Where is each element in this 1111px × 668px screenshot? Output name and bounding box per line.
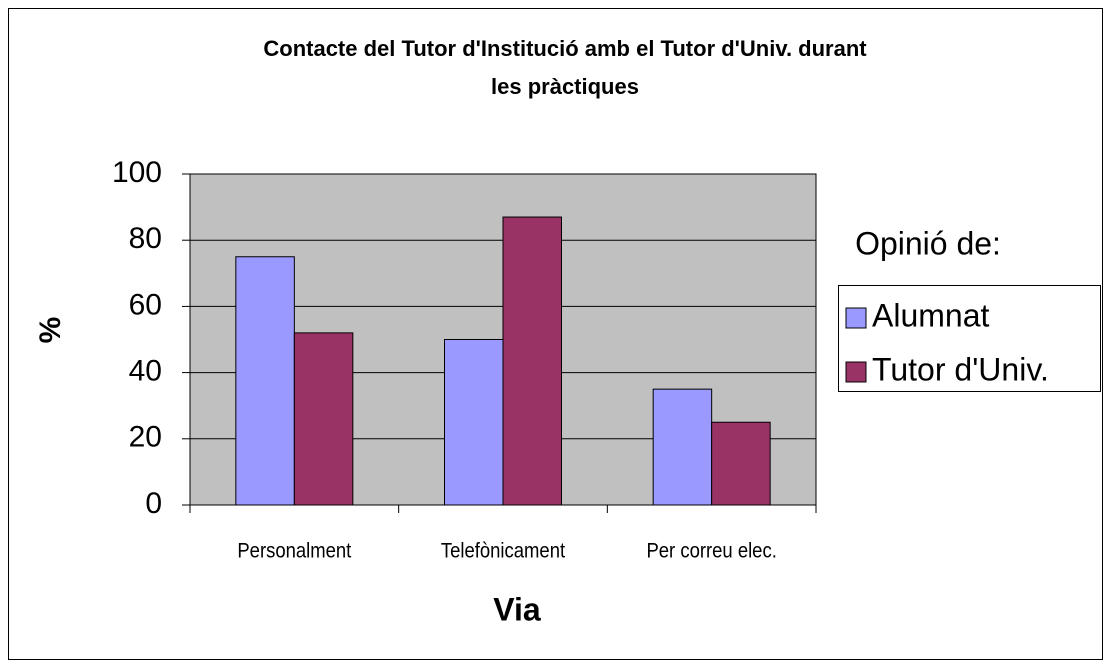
y-tick-label: 80 xyxy=(129,222,162,255)
y-tick-label: 40 xyxy=(129,355,162,388)
chart-title: Contacte del Tutor d'Institució amb el T… xyxy=(263,36,867,61)
y-axis-label: % xyxy=(34,317,67,344)
plot-border xyxy=(189,173,817,506)
chart-title: les pràctiques xyxy=(491,74,639,99)
y-tick-label: 60 xyxy=(129,288,162,321)
legend-swatch xyxy=(845,361,867,383)
bar xyxy=(293,332,354,506)
bar xyxy=(502,216,562,506)
legend-label: Alumnat xyxy=(872,297,990,333)
y-tick-label: 100 xyxy=(112,156,162,189)
x-tick-label: Per correu elec. xyxy=(646,539,776,562)
bar xyxy=(235,256,295,506)
legend-label: Tutor d'Univ. xyxy=(872,351,1049,387)
legend-swatch xyxy=(845,307,867,329)
y-tick-label: 0 xyxy=(145,487,162,520)
x-axis-label: Via xyxy=(493,591,541,627)
x-tick-label: Telefònicament xyxy=(441,539,566,562)
x-tick-label: Personalment xyxy=(237,539,351,562)
y-tick-label: 20 xyxy=(129,421,162,454)
bar xyxy=(444,339,504,506)
bar xyxy=(652,388,713,506)
legend-title: Opinió de: xyxy=(855,225,1001,261)
bar xyxy=(711,421,771,506)
legend-box xyxy=(838,285,1101,392)
